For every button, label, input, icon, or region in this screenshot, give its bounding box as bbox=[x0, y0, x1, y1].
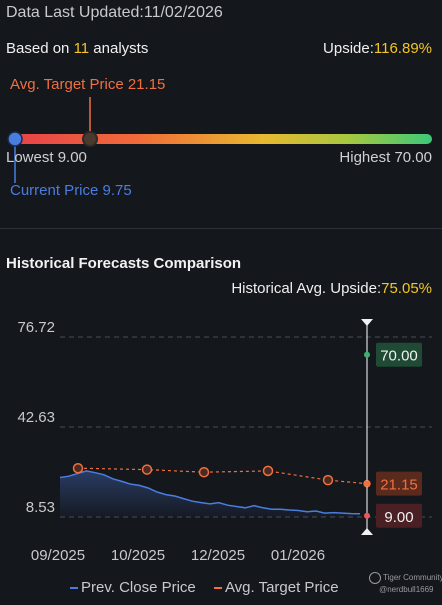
legend-close-swatch bbox=[70, 587, 78, 590]
forecast-avg-label: 21.15 bbox=[380, 477, 418, 494]
close-price-line bbox=[59, 470, 361, 515]
upside-value: 116.89% bbox=[373, 40, 432, 57]
highest-label: Highest 70.00 bbox=[339, 149, 432, 166]
watermark-brand: Tiger Community bbox=[383, 573, 442, 583]
historical-upside: Historical Avg. Upside:75.05% bbox=[231, 280, 432, 297]
last-updated: Data Last Updated:11/02/2026 bbox=[6, 4, 223, 22]
current-price-label: Current Price 9.75 bbox=[10, 182, 132, 199]
forecast-avg-badge bbox=[376, 471, 422, 496]
legend-target-swatch bbox=[213, 587, 222, 590]
target-price-point bbox=[322, 474, 334, 486]
target-price-point bbox=[141, 464, 153, 475]
x-tick-label: 09/2025 bbox=[31, 547, 85, 564]
x-tick-label: 12/2025 bbox=[191, 547, 245, 564]
close-price-area bbox=[60, 470, 360, 517]
avg-target-marker bbox=[82, 131, 98, 147]
divider-bottom-arrow bbox=[361, 528, 373, 535]
updated-label: Data Last Updated: bbox=[6, 4, 144, 21]
forecast-avg-point bbox=[364, 480, 370, 487]
legend-target[interactable]: Avg. Target Price bbox=[213, 579, 339, 596]
legend-close[interactable]: Prev. Close Price bbox=[70, 579, 196, 596]
target-price-point bbox=[72, 462, 84, 474]
watermark-user: @nerdbull1669 bbox=[379, 585, 434, 595]
chart-legend: Prev. Close Price Avg. Target Price bbox=[70, 579, 353, 596]
target-price-point bbox=[198, 466, 210, 478]
historical-chart[interactable]: 8.53 42.63 76.72 09/2025 10/2025 12/2025 01/20… bbox=[0, 305, 442, 570]
forecast-high-label: 70.00 bbox=[380, 348, 418, 365]
based-suffix: analysts bbox=[89, 40, 149, 57]
target-price-point bbox=[262, 465, 274, 477]
historical-upside-value: 75.05% bbox=[381, 280, 432, 297]
y-tick-label: 42.63 bbox=[17, 409, 55, 426]
historical-title: Historical Forecasts Comparison bbox=[6, 255, 242, 272]
forecast-high-point bbox=[364, 351, 370, 358]
upside-label: Upside: bbox=[323, 40, 374, 57]
price-range-bar bbox=[7, 97, 432, 183]
target-price-line bbox=[77, 467, 368, 485]
divider-top-arrow bbox=[361, 319, 373, 326]
tiger-logo-icon bbox=[369, 572, 381, 584]
y-tick-label: 8.53 bbox=[26, 499, 55, 516]
range-gradient bbox=[8, 134, 432, 144]
y-tick-label: 76.72 bbox=[17, 319, 55, 336]
updated-date: 11/02/2026 bbox=[143, 4, 223, 21]
historical-upside-label: Historical Avg. Upside: bbox=[231, 280, 382, 297]
section-divider bbox=[0, 228, 442, 229]
analyst-count: 11 bbox=[73, 40, 90, 57]
avg-target-label: Avg. Target Price 21.15 bbox=[10, 76, 166, 93]
legend-target-label: Avg. Target Price bbox=[224, 579, 339, 596]
forecast-high-badge bbox=[376, 342, 422, 367]
lowest-label: Lowest 9.00 bbox=[6, 149, 87, 166]
analyst-count-text: Based on 11 analysts bbox=[6, 40, 148, 57]
legend-close-label: Prev. Close Price bbox=[81, 579, 196, 596]
based-prefix: Based on bbox=[6, 40, 74, 57]
forecast-low-badge bbox=[376, 503, 422, 528]
forecast-low-label: 9.00 bbox=[384, 509, 413, 526]
watermark: Tiger Community @nerdbull1669 bbox=[369, 572, 442, 596]
upside-text: Upside:116.89% bbox=[323, 40, 432, 57]
x-tick-label: 01/2026 bbox=[271, 547, 325, 564]
x-tick-label: 10/2025 bbox=[111, 547, 165, 564]
forecast-low-point bbox=[364, 512, 370, 519]
current-price-marker bbox=[7, 131, 23, 147]
